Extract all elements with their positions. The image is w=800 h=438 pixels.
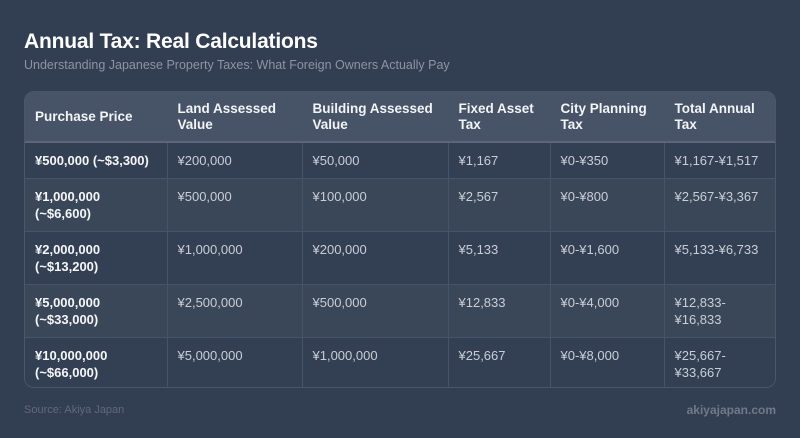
table-row: ¥500,000 (~$3,300) ¥200,000 ¥50,000 ¥1,1… (25, 142, 775, 179)
cell-purchase-price: ¥5,000,000 (~$33,000) (25, 284, 168, 338)
cell-building-assessed-value: ¥200,000 (302, 231, 449, 285)
cell-fixed-asset-tax: ¥2,567 (448, 178, 551, 232)
cell-fixed-asset-tax: ¥12,833 (448, 284, 551, 338)
table-header-row: Purchase Price Land Assessed Value Build… (25, 92, 775, 143)
table-row: ¥10,000,000 (~$66,000) ¥5,000,000 ¥1,000… (25, 337, 775, 387)
cell-land-assessed-value: ¥500,000 (167, 178, 303, 232)
cell-building-assessed-value: ¥1,000,000 (302, 337, 449, 387)
cell-total-annual-tax: ¥12,833-¥16,833 (674, 295, 726, 327)
column-header-building-assessed-value: Building Assessed Value (302, 92, 449, 143)
cell-land-assessed-value: ¥5,000,000 (167, 337, 303, 387)
cell-building-assessed-value: ¥50,000 (302, 142, 449, 179)
table-row: ¥5,000,000 (~$33,000) ¥2,500,000 ¥500,00… (25, 284, 775, 338)
column-header-total-annual-tax: Total Annual Tax (664, 92, 775, 143)
table-row: ¥1,000,000 (~$6,600) ¥500,000 ¥100,000 ¥… (25, 178, 775, 232)
cell-city-planning-tax: ¥0-¥350 (550, 142, 665, 179)
cell-land-assessed-value: ¥2,500,000 (167, 284, 303, 338)
cell-purchase-price: ¥10,000,000 (~$66,000) (25, 337, 168, 387)
cell-land-assessed-value: ¥1,000,000 (167, 231, 303, 285)
cell-city-planning-tax: ¥0-¥1,600 (550, 231, 665, 285)
cell-total-annual-tax: ¥2,567-¥3,367 (674, 189, 759, 204)
cell-fixed-asset-tax: ¥1,167 (448, 142, 551, 179)
cell-purchase-price: ¥1,000,000 (~$6,600) (25, 178, 168, 232)
cell-total-annual-tax: ¥1,167-¥1,517 (674, 153, 759, 168)
column-header-land-assessed-value: Land Assessed Value (167, 92, 303, 143)
cell-building-assessed-value: ¥100,000 (302, 178, 449, 232)
cell-city-planning-tax: ¥0-¥4,000 (550, 284, 665, 338)
cell-total-annual-tax: ¥5,133-¥6,733 (674, 242, 759, 257)
cell-total-annual-tax: ¥25,667-¥33,667 (674, 348, 726, 380)
column-header-city-planning-tax: City Planning Tax (550, 92, 665, 143)
site-link[interactable]: akiyajapan.com (686, 403, 776, 417)
table-row: ¥2,000,000 (~$13,200) ¥1,000,000 ¥200,00… (25, 231, 775, 285)
cell-land-assessed-value: ¥200,000 (167, 142, 303, 179)
page-subtitle: Understanding Japanese Property Taxes: W… (24, 58, 450, 72)
source-credit: Source: Akiya Japan (24, 404, 125, 416)
cell-building-assessed-value: ¥500,000 (302, 284, 449, 338)
tax-table: Purchase Price Land Assessed Value Build… (25, 92, 775, 387)
cell-fixed-asset-tax: ¥5,133 (448, 231, 551, 285)
column-header-fixed-asset-tax: Fixed Asset Tax (448, 92, 551, 143)
tax-table-container: Purchase Price Land Assessed Value Build… (24, 91, 776, 388)
page-title: Annual Tax: Real Calculations (24, 30, 318, 53)
cell-city-planning-tax: ¥0-¥8,000 (550, 337, 665, 387)
column-header-purchase-price: Purchase Price (25, 92, 168, 143)
cell-purchase-price: ¥2,000,000 (~$13,200) (25, 231, 168, 285)
cell-purchase-price: ¥500,000 (~$3,300) (25, 142, 168, 179)
cell-fixed-asset-tax: ¥25,667 (448, 337, 551, 387)
cell-city-planning-tax: ¥0-¥800 (550, 178, 665, 232)
